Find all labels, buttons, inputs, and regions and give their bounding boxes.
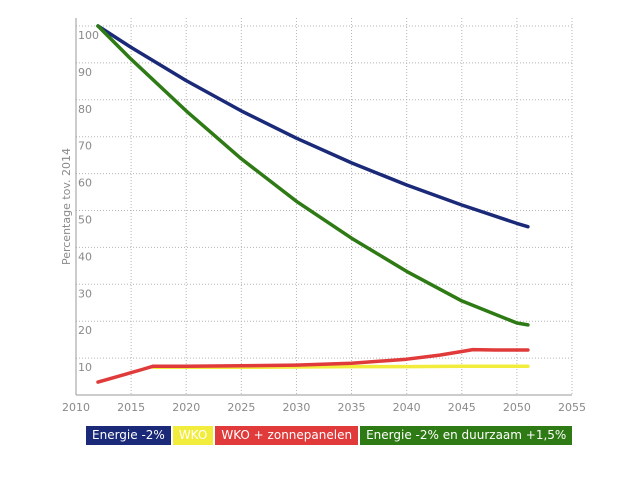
y-tick-label: 50 — [78, 214, 92, 227]
x-tick-label: 2030 — [282, 401, 310, 414]
y-tick-label: 10 — [78, 361, 92, 374]
y-tick-label: 60 — [78, 177, 92, 190]
series-line-1 — [96, 24, 530, 229]
x-tick-label: 2010 — [62, 401, 90, 414]
tick-labels: 2010 2015 2020 2025 2030 2035 2040 2045 2050 2055… — [62, 29, 586, 414]
y-axis-title: Percentage tov. 2014 — [60, 148, 73, 265]
x-tick-label: 2020 — [172, 401, 200, 414]
y-tick-label: 80 — [78, 103, 92, 116]
series-line-3 — [96, 347, 530, 384]
grid — [76, 18, 573, 395]
y-tick-label: 70 — [78, 140, 92, 153]
x-tick-label: 2015 — [117, 401, 145, 414]
legend-item-4: Energie -2% en duurzaam +1,5% — [360, 426, 573, 445]
x-tick-label: 2035 — [338, 401, 366, 414]
x-tick-label: 2055 — [558, 401, 586, 414]
x-tick-label: 2040 — [393, 401, 421, 414]
legend-item-1: Energie -2% — [86, 426, 171, 445]
y-tick-label: 30 — [78, 287, 92, 300]
legend-item-2: WKO — [172, 426, 214, 445]
legend: Energie -2% WKO WKO + zonnepanelen Energie … — [86, 426, 573, 445]
axes — [75, 18, 572, 396]
y-tick-label: 90 — [78, 66, 92, 79]
x-tick-label: 2025 — [227, 401, 255, 414]
legend-item-3: WKO + zonnepanelen — [215, 426, 359, 445]
series-lines — [96, 24, 530, 384]
y-tick-label: 100 — [78, 29, 99, 42]
series-line-4 — [96, 24, 530, 327]
x-tick-label: 2045 — [448, 401, 476, 414]
y-tick-label: 20 — [78, 324, 92, 337]
x-tick-label: 2050 — [503, 401, 531, 414]
y-tick-label: 40 — [78, 250, 92, 263]
